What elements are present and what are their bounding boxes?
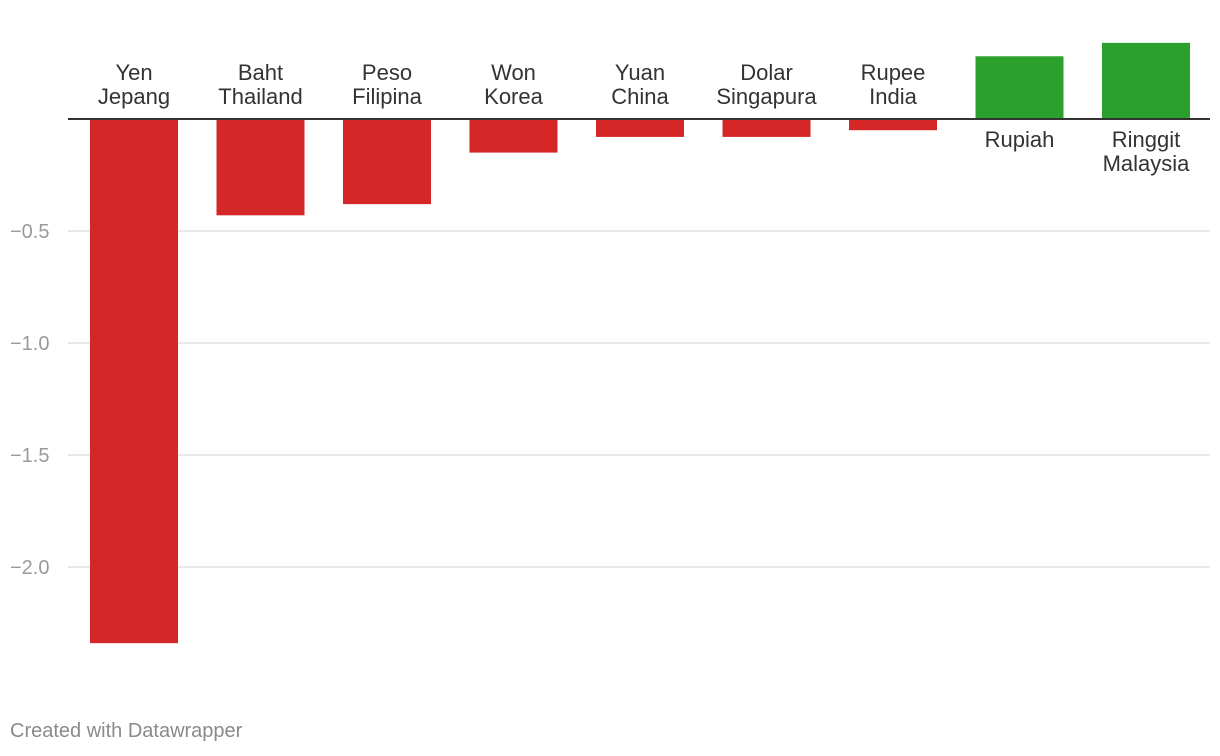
bar[interactable] [849, 119, 937, 131]
bar[interactable] [975, 56, 1064, 119]
bar[interactable] [90, 119, 178, 644]
category-label: Won Korea [484, 60, 543, 109]
bar[interactable] [216, 119, 305, 216]
category-label: Dolar Singapura [716, 60, 817, 109]
category-label: Yuan China [611, 60, 669, 109]
y-tick-label: −1.5 [10, 445, 49, 467]
bar[interactable] [596, 119, 684, 137]
y-tick-label: −0.5 [10, 221, 49, 243]
bar[interactable] [1102, 42, 1190, 120]
category-label: Rupee India [861, 60, 926, 109]
bar[interactable] [722, 119, 811, 137]
category-label: Yen Jepang [98, 60, 170, 109]
credit-text[interactable]: Created with Datawrapper [10, 720, 243, 742]
bar[interactable] [343, 119, 431, 205]
y-tick-label: −1.0 [10, 333, 49, 355]
category-label: Baht Thailand [218, 60, 302, 109]
category-label: Ringgit Malaysia [1103, 127, 1191, 176]
bar[interactable] [469, 119, 558, 153]
category-label: Rupiah [985, 127, 1055, 152]
bar-chart: −0.5 −1.0 −1.5 −2.0 Yen Jepang Baht Thailand Pes… [10, 42, 1210, 644]
category-label: Peso Filipina [352, 60, 422, 109]
y-tick-label: −2.0 [10, 557, 49, 579]
